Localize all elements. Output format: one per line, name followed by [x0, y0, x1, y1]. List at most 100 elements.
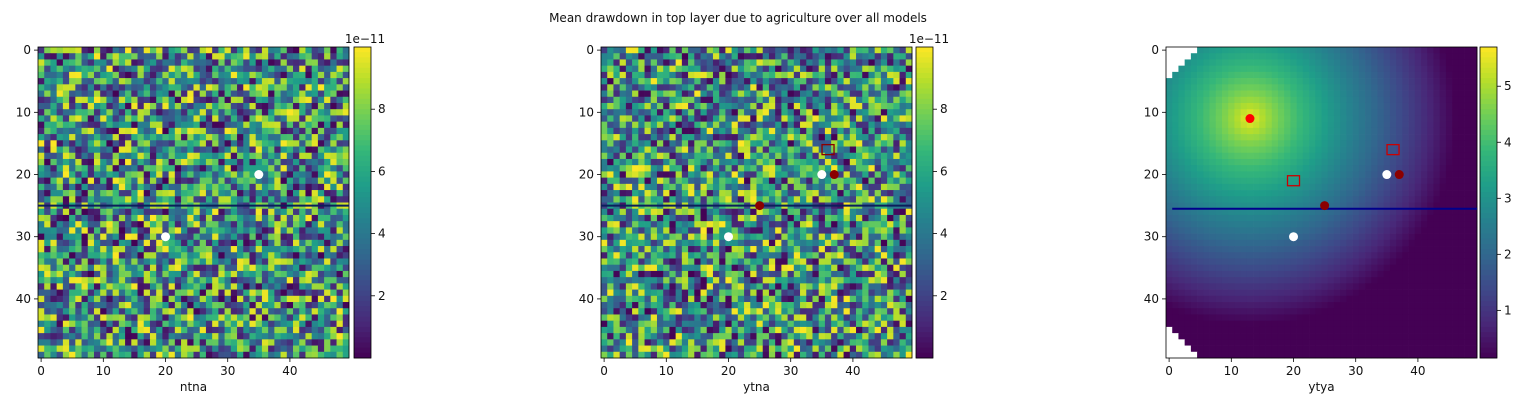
heatmap-cell [837, 84, 844, 91]
heatmap-cell [880, 252, 888, 259]
heatmap-cell [168, 326, 176, 334]
heatmap-cell [905, 326, 913, 334]
heatmap-cell [330, 252, 337, 259]
heatmap-cell [199, 264, 207, 272]
heatmap-cell [607, 140, 614, 147]
heatmap-cell [762, 227, 770, 234]
heatmap-cell [330, 140, 337, 147]
heatmap-cell [187, 308, 194, 315]
heatmap-cell [899, 214, 907, 222]
heatmap-cell [849, 152, 857, 160]
heatmap-cell [725, 140, 732, 147]
heatmap-cell [656, 339, 664, 346]
heatmap-cell [100, 252, 107, 259]
heatmap-cell [725, 146, 732, 154]
heatmap-cell [787, 183, 795, 191]
heatmap-cell [638, 289, 645, 297]
heatmap-cell [56, 295, 64, 303]
heatmap-cell [50, 239, 58, 247]
heatmap-cell [293, 289, 300, 297]
heatmap-cell [187, 302, 194, 309]
heatmap-cell [862, 246, 869, 253]
heatmap-cell [274, 152, 281, 160]
heatmap-cell [162, 214, 169, 222]
heatmap-cell [255, 53, 263, 60]
heatmap-cell [800, 102, 807, 110]
heatmap-cell [87, 96, 95, 104]
heatmap-cell [675, 140, 683, 147]
heatmap-cell [613, 239, 621, 247]
heatmap-cell [224, 84, 232, 91]
heatmap-cell [255, 208, 263, 216]
heatmap-cell [156, 351, 163, 359]
heatmap-cell [787, 177, 795, 185]
heatmap-cell [131, 59, 138, 67]
heatmap-cell [317, 320, 325, 328]
heatmap-cell [81, 258, 89, 266]
colorbar-segment [354, 233, 371, 240]
heatmap-cell [812, 239, 820, 247]
heatmap-cell [675, 171, 683, 178]
heatmap-cell [781, 140, 788, 147]
heatmap-cell [756, 134, 764, 141]
heatmap-cell [193, 109, 201, 116]
heatmap-cell [162, 246, 169, 253]
heatmap-cell [737, 190, 745, 197]
heatmap-cell [756, 308, 764, 315]
heatmap-cell [638, 308, 645, 315]
heatmap-cell [731, 214, 739, 222]
heatmap-cell [212, 214, 219, 222]
heatmap-cell [694, 320, 701, 328]
heatmap-cell [632, 121, 639, 129]
heatmap-cell [118, 233, 126, 241]
heatmap-cell [243, 183, 250, 191]
heatmap-cell [336, 283, 344, 290]
heatmap-cell [162, 277, 169, 284]
heatmap-cell [44, 277, 51, 284]
heatmap-cell [601, 146, 608, 154]
heatmap-cell [656, 314, 664, 322]
heatmap-cell [299, 146, 306, 154]
heatmap-cell [880, 246, 888, 253]
heatmap-cell [725, 171, 732, 178]
heatmap-cell [905, 308, 913, 315]
heatmap-cell [212, 283, 219, 290]
heatmap-cell [162, 351, 169, 359]
heatmap-cell [638, 121, 645, 129]
heatmap-cell [899, 109, 907, 116]
heatmap-cell [849, 326, 857, 334]
heatmap-cell [156, 146, 163, 154]
heatmap-cell [199, 277, 207, 284]
heatmap-cell [249, 47, 257, 54]
heatmap-cell [899, 326, 907, 334]
heatmap-cell [305, 302, 313, 309]
heatmap-cell [644, 339, 652, 346]
heatmap-cell [93, 258, 101, 266]
heatmap-cell [831, 221, 838, 228]
heatmap-cell [775, 208, 782, 216]
heatmap-cell [249, 283, 257, 290]
heatmap-cell [613, 102, 621, 110]
heatmap-cell [806, 158, 813, 166]
heatmap-cell [106, 295, 113, 303]
heatmap-cell [100, 264, 107, 272]
heatmap-cell [56, 109, 64, 116]
heatmap-cell [106, 270, 113, 278]
heatmap-cell [868, 90, 876, 98]
heatmap-cell [261, 333, 269, 340]
heatmap-cell [601, 134, 608, 141]
heatmap-cell [305, 258, 313, 266]
heatmap-cell [712, 314, 720, 322]
heatmap-cell [174, 65, 182, 73]
heatmap-cell [601, 140, 608, 147]
heatmap-cell [218, 59, 225, 67]
heatmap-cell [299, 65, 306, 73]
heatmap-cell [613, 246, 621, 253]
heatmap-cell [899, 121, 907, 129]
heatmap-cell [218, 134, 225, 141]
heatmap-cell [688, 140, 695, 147]
heatmap-cell [781, 270, 788, 278]
heatmap-cell [50, 121, 58, 129]
heatmap-cell [336, 302, 344, 309]
heatmap-cell [725, 239, 732, 247]
